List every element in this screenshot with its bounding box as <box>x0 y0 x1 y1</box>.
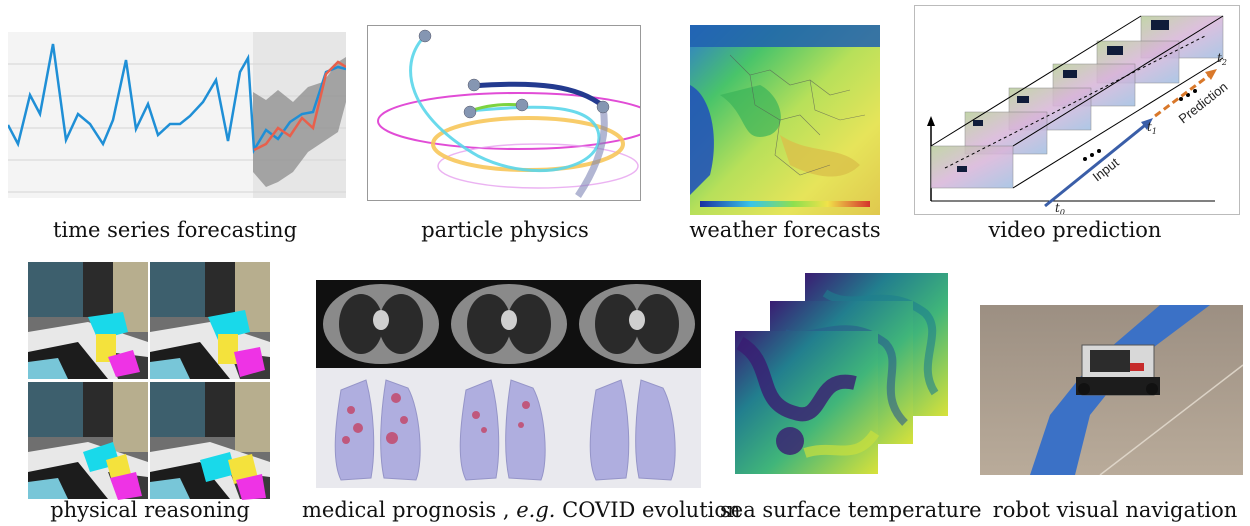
caption-video-prediction: video prediction <box>988 218 1162 242</box>
particle-trajectories <box>377 29 640 198</box>
time-series-chart <box>8 32 346 198</box>
caption-medical-prefix: medical prognosis , <box>302 498 510 522</box>
scene-frame <box>28 262 148 379</box>
particle-ball <box>463 105 477 119</box>
ct-slice <box>579 284 695 364</box>
ct-slice <box>451 284 567 364</box>
scene-frame <box>28 382 148 500</box>
medical-prognosis-panel <box>316 280 701 488</box>
scene-frame <box>150 382 270 500</box>
physical-reasoning-panel <box>28 262 272 500</box>
caption-medical-suffix: COVID evolution <box>562 498 741 522</box>
particle-ball <box>418 29 432 43</box>
caption-robot-navigation: robot visual navigation <box>992 498 1238 522</box>
weather-map <box>690 25 880 215</box>
particle-ball <box>596 100 610 114</box>
lung-render <box>334 379 421 481</box>
particle-ball <box>515 98 529 112</box>
t2-label: t2 <box>1217 51 1227 67</box>
time-series-line <box>8 43 346 155</box>
caption-medical-prognosis: medical prognosis , e.g. COVID evolution <box>302 498 741 522</box>
prediction-arrow <box>1154 72 1212 118</box>
caption-physical-reasoning: physical reasoning <box>50 498 250 522</box>
forecast-line <box>253 60 346 152</box>
blue-tape-path <box>1030 305 1210 475</box>
video-prediction-panel: Input Prediction t0 t1 t2 <box>914 5 1240 215</box>
scene-frame <box>150 262 270 379</box>
time-series-forecasting-panel <box>8 32 346 198</box>
particle-physics-panel <box>367 25 641 201</box>
prediction-label: Prediction <box>1176 79 1231 126</box>
caption-time-series: time series forecasting <box>52 218 298 242</box>
t1-label: t1 <box>1147 120 1157 136</box>
t0-label: t0 <box>1055 201 1065 214</box>
caption-particle-physics: particle physics <box>421 218 589 242</box>
sst-stack <box>735 273 948 474</box>
input-label: Input <box>1090 155 1122 185</box>
caption-weather-forecasts: weather forecasts <box>689 218 881 242</box>
lung-render <box>459 379 546 481</box>
robot <box>1076 344 1160 396</box>
lung-render <box>589 379 676 481</box>
video-prediction-diagram: Input Prediction t0 t1 t2 <box>927 15 1231 214</box>
robot-scene <box>980 305 1243 475</box>
physical-reasoning-grid <box>28 262 270 500</box>
weather-forecast-panel <box>690 25 880 215</box>
caption-sea-surface-temperature: sea surface temperature <box>720 498 982 522</box>
covid-ct-figure <box>316 280 701 481</box>
sst-map <box>735 331 880 474</box>
input-arrow <box>1044 120 1150 208</box>
ct-slice <box>323 284 439 364</box>
sea-surface-temperature-panel <box>735 273 950 485</box>
robot-navigation-panel <box>980 305 1243 475</box>
caption-medical-eg: e.g. <box>516 498 556 522</box>
particle-ball <box>467 78 481 92</box>
video-frame <box>930 145 1014 189</box>
